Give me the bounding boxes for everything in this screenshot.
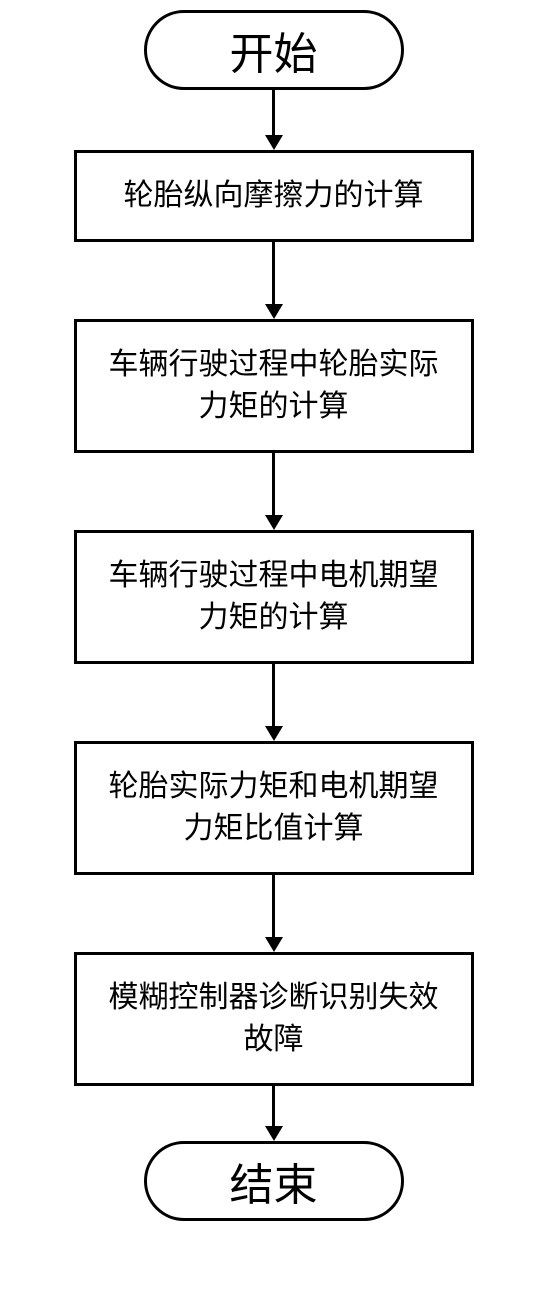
process-step-3: 车辆行驶过程中电机期望力矩的计算 [74,530,474,664]
process-label: 轮胎实际力矩和电机期望力矩比值计算 [95,766,453,850]
process-label: 轮胎纵向摩擦力的计算 [124,175,424,217]
end-label: 结束 [230,1149,318,1213]
arrow-head-icon [265,515,283,530]
arrow-head-icon [265,1126,283,1141]
arrow-3 [265,664,283,741]
arrow-line [272,453,275,515]
arrow-head-icon [265,726,283,741]
process-step-4: 轮胎实际力矩和电机期望力矩比值计算 [74,741,474,875]
start-label: 开始 [230,18,318,82]
arrow-head-icon [265,937,283,952]
process-label: 模糊控制器诊断识别失效故障 [95,977,453,1061]
arrow-line [272,664,275,726]
arrow-line [272,1086,275,1126]
arrow-1 [265,242,283,319]
arrow-head-icon [265,304,283,319]
process-step-1: 轮胎纵向摩擦力的计算 [74,150,474,242]
arrow-line [272,875,275,937]
arrow-2 [265,453,283,530]
arrow-5 [265,1086,283,1141]
process-label: 车辆行驶过程中轮胎实际力矩的计算 [95,344,453,428]
end-terminal: 结束 [144,1141,404,1221]
arrow-0 [265,90,283,150]
process-step-5: 模糊控制器诊断识别失效故障 [74,952,474,1086]
process-label: 车辆行驶过程中电机期望力矩的计算 [95,555,453,639]
flowchart-container: 开始 轮胎纵向摩擦力的计算 车辆行驶过程中轮胎实际力矩的计算 车辆行驶过程中电机… [74,10,474,1221]
process-step-2: 车辆行驶过程中轮胎实际力矩的计算 [74,319,474,453]
arrow-line [272,242,275,304]
arrow-line [272,90,275,135]
arrow-head-icon [265,135,283,150]
start-terminal: 开始 [144,10,404,90]
arrow-4 [265,875,283,952]
